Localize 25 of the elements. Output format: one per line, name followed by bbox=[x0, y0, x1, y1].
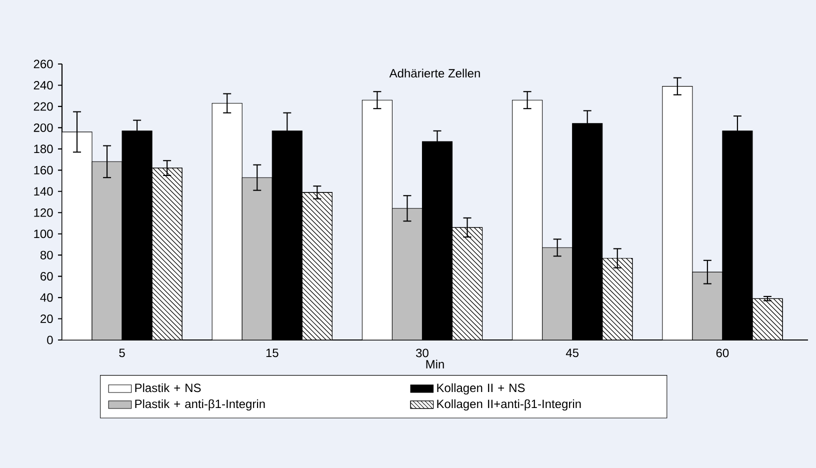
y-tick-label: 220 bbox=[34, 102, 53, 111]
legend-label: Plastik + anti-β1-Integrin bbox=[135, 399, 265, 411]
y-tick-label: 140 bbox=[34, 187, 53, 196]
y-tick-label: 20 bbox=[40, 314, 53, 324]
y-tick-label: 0 bbox=[47, 336, 53, 344]
y-tick-label: 40 bbox=[40, 293, 53, 302]
y-tick-label: 260 bbox=[34, 60, 53, 68]
x-axis-title: Min bbox=[426, 360, 444, 368]
x-tick-label: 5 bbox=[119, 348, 125, 358]
x-tick-label: 30 bbox=[416, 348, 428, 358]
y-tick-label: 180 bbox=[34, 144, 53, 154]
y-tick-label: 240 bbox=[34, 80, 53, 90]
chart-title: Adhärierte Zellen bbox=[389, 68, 480, 78]
y-tick-label: 100 bbox=[34, 230, 53, 238]
y-tick-label: 80 bbox=[40, 250, 53, 260]
y-tick-label: 200 bbox=[34, 123, 53, 132]
x-tick-label: 15 bbox=[266, 348, 278, 358]
y-tick-label: 60 bbox=[40, 272, 53, 281]
legend-label: Plastik + NS bbox=[135, 383, 201, 392]
y-tick-label: 120 bbox=[34, 208, 53, 217]
legend-label: Kollagen II+anti-β1-Integrin bbox=[437, 399, 581, 411]
y-tick-label: 160 bbox=[34, 166, 53, 174]
legend-label: Kollagen II + NS bbox=[437, 383, 525, 395]
x-tick-label: 45 bbox=[566, 348, 579, 358]
x-tick-label: 60 bbox=[716, 348, 729, 358]
